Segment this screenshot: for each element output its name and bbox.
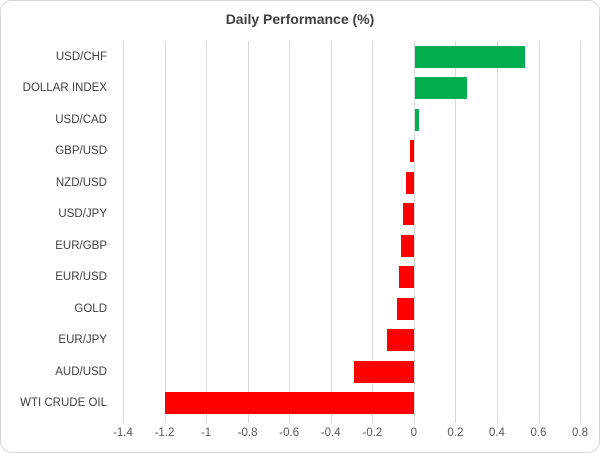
x-gridline: [123, 41, 124, 419]
x-gridline: [247, 41, 249, 419]
category-label: GOLD: [74, 302, 107, 315]
x-axis-tickmark: [247, 419, 249, 423]
x-gridline: [372, 41, 374, 419]
x-axis-tick-label: -1: [200, 427, 212, 439]
x-axis-tickmark: [496, 419, 498, 423]
x-axis-tick-label: -0.8: [237, 427, 258, 439]
x-gridline: [455, 41, 457, 419]
category-label: NZD/USD: [55, 176, 107, 189]
x-axis-tick-label: -0.2: [362, 427, 383, 439]
bar-usd-chf: [414, 45, 525, 68]
x-axis-tickmark: [372, 419, 374, 423]
x-gridline: [538, 41, 540, 419]
category-label: WTI CRUDE OIL: [20, 397, 107, 410]
x-axis-tickmark: [413, 419, 415, 423]
bar-dollar-index: [414, 77, 467, 100]
x-gridline: [289, 41, 291, 419]
x-axis-tick-label: 0.2: [447, 427, 464, 439]
x-axis-tick-label: -1.4: [113, 427, 133, 439]
category-label: AUD/USD: [55, 365, 107, 378]
x-axis-tick-label: 0.6: [530, 427, 547, 439]
bar-gbp-usd: [409, 140, 414, 163]
bar-wti-crude-oil: [164, 392, 414, 415]
bar-usd-cad: [414, 108, 419, 131]
x-axis-tick-label: -0.6: [279, 427, 300, 439]
x-axis-tick-label: -1.2: [154, 427, 175, 439]
x-axis-tick-label: 0.8: [572, 427, 588, 439]
category-label: USD/JPY: [58, 208, 107, 221]
x-axis-tickmark: [580, 419, 581, 423]
x-axis-tickmark: [123, 419, 124, 423]
category-label: EUR/JPY: [58, 334, 107, 347]
x-axis-tick-label: 0: [410, 427, 417, 439]
category-label: USD/CAD: [55, 113, 107, 126]
x-gridline: [164, 41, 166, 419]
x-gridline: [413, 41, 415, 419]
x-axis-tickmark: [538, 419, 540, 423]
category-label: EUR/USD: [55, 271, 107, 284]
x-axis-tick-label: 0.4: [488, 427, 505, 439]
x-axis-tickmark: [289, 419, 291, 423]
bar-eur-jpy: [386, 329, 414, 352]
category-label: DOLLAR INDEX: [22, 82, 107, 95]
bar-gold: [397, 297, 414, 320]
x-axis-tickmark: [164, 419, 166, 423]
x-axis-tick-label: -0.4: [320, 427, 341, 439]
bar-eur-gbp: [401, 234, 414, 257]
x-gridline: [206, 41, 208, 419]
x-gridline: [496, 41, 498, 419]
x-gridline: [330, 41, 332, 419]
category-label: EUR/GBP: [55, 239, 107, 252]
bar-aud-usd: [353, 360, 414, 383]
x-gridline: [580, 41, 581, 419]
bar-usd-jpy: [403, 203, 414, 226]
bar-eur-usd: [399, 266, 414, 289]
x-axis-tickmark: [330, 419, 332, 423]
x-axis-tickmark: [455, 419, 457, 423]
category-label: USD/CHF: [55, 50, 107, 63]
chart-title: Daily Performance (%): [225, 11, 375, 27]
bar-nzd-usd: [405, 171, 414, 194]
category-label: GBP/USD: [55, 145, 107, 158]
x-axis-tickmark: [206, 419, 208, 423]
